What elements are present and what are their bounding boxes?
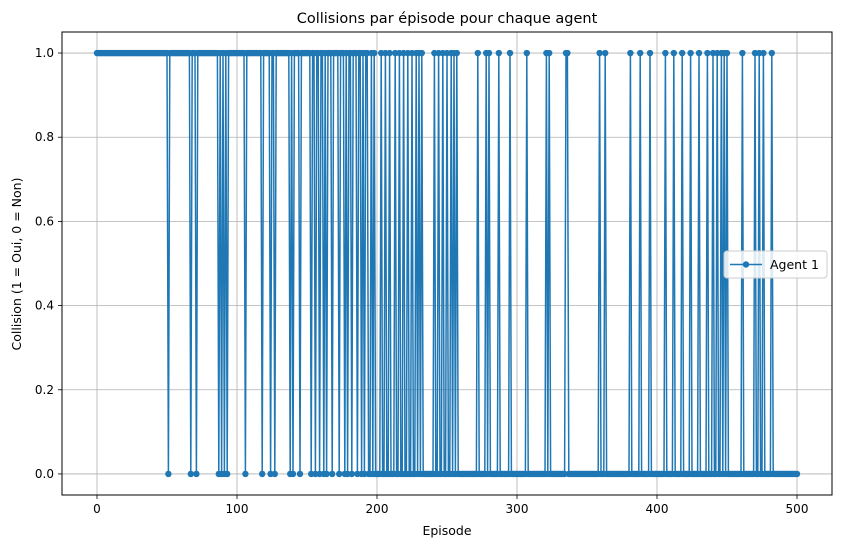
legend: Agent 1 bbox=[723, 250, 828, 279]
x-ticks: 0 100 200 300 400 500 bbox=[93, 495, 808, 516]
data-point bbox=[386, 49, 393, 57]
data-point bbox=[271, 470, 278, 478]
data-point bbox=[296, 470, 304, 478]
x-tick-label: 300 bbox=[506, 502, 529, 516]
data-point bbox=[523, 49, 530, 57]
data-point bbox=[760, 49, 767, 57]
y-axis-label: Collision (1 = Oui, 0 = Non) bbox=[9, 178, 24, 351]
y-tick-label: 0.4 bbox=[35, 299, 54, 313]
chart-title: Collisions par épisode pour chaque agent bbox=[297, 11, 598, 27]
data-point bbox=[495, 49, 502, 57]
data-point bbox=[627, 49, 634, 57]
data-point bbox=[474, 49, 481, 57]
data-point bbox=[348, 470, 355, 478]
data-point bbox=[739, 49, 746, 57]
y-tick-label: 0.0 bbox=[35, 467, 54, 481]
data-point bbox=[695, 49, 703, 57]
data-point bbox=[637, 49, 644, 57]
data-point bbox=[546, 49, 553, 57]
data-point bbox=[224, 470, 231, 478]
data-point bbox=[289, 470, 297, 478]
x-tick-label: 500 bbox=[786, 502, 809, 516]
data-point bbox=[187, 470, 194, 478]
data-point bbox=[485, 49, 493, 57]
data-point bbox=[371, 49, 378, 57]
legend-box bbox=[723, 250, 828, 279]
data-point bbox=[687, 49, 694, 57]
plot-frame bbox=[61, 31, 833, 496]
x-axis-label: Episode bbox=[422, 523, 471, 538]
data-point bbox=[453, 49, 460, 57]
data-point bbox=[323, 470, 330, 478]
legend-marker-swatch bbox=[742, 261, 750, 268]
data-point bbox=[646, 49, 654, 57]
data-point bbox=[602, 49, 609, 57]
data-point bbox=[670, 49, 677, 57]
data-point bbox=[193, 470, 200, 478]
y-tick-label: 0.6 bbox=[35, 214, 54, 228]
data-point bbox=[679, 49, 686, 57]
y-tick-label: 1.0 bbox=[35, 46, 54, 60]
data-point bbox=[793, 470, 801, 478]
x-tick-label: 100 bbox=[226, 502, 249, 516]
y-tick-label: 0.2 bbox=[35, 383, 54, 397]
x-tick-label: 200 bbox=[366, 502, 389, 516]
legend-label: Agent 1 bbox=[770, 257, 819, 272]
data-point bbox=[596, 49, 603, 57]
data-point bbox=[704, 49, 711, 57]
y-ticks: 0.0 0.2 0.4 0.6 0.8 1.0 bbox=[35, 46, 62, 481]
y-tick-label: 0.8 bbox=[35, 130, 54, 144]
data-point bbox=[418, 49, 425, 57]
data-point bbox=[259, 470, 266, 478]
data-point bbox=[662, 49, 669, 57]
series-markers bbox=[93, 49, 801, 478]
x-tick-label: 400 bbox=[646, 502, 669, 516]
data-point bbox=[165, 470, 172, 478]
data-point bbox=[768, 49, 775, 57]
data-point bbox=[336, 470, 343, 478]
data-point bbox=[242, 470, 249, 478]
data-point bbox=[329, 470, 336, 478]
x-tick-label: 0 bbox=[93, 502, 101, 516]
data-point bbox=[506, 49, 514, 57]
data-point bbox=[723, 49, 731, 57]
data-point bbox=[564, 49, 571, 57]
